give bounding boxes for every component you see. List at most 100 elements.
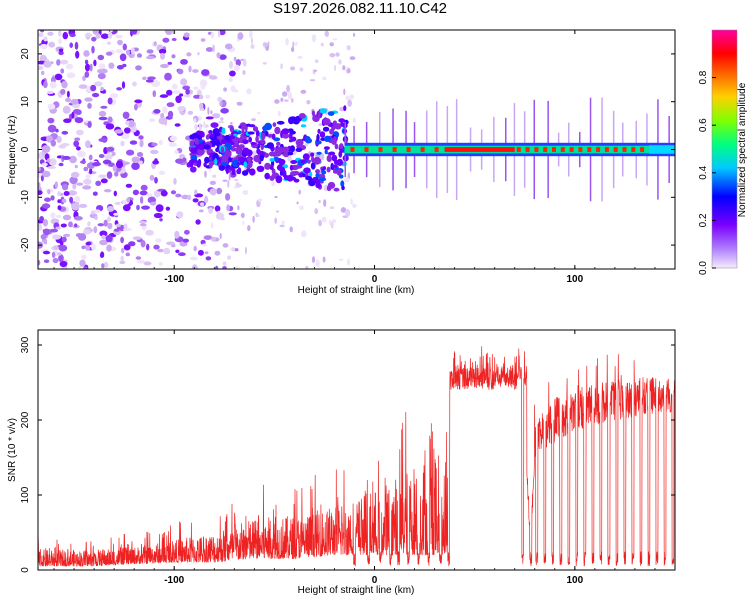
spectrogram-noise-blob: [95, 33, 101, 39]
spectrogram-band-blob: [260, 132, 266, 140]
spectrogram-noise-blob: [223, 87, 228, 92]
spectrogram-noise-blob: [340, 207, 347, 213]
spectrogram-noise-blob: [153, 244, 160, 250]
spectrogram-noise-blob: [150, 149, 159, 155]
spectrogram-noise-blob: [242, 220, 245, 226]
spectrogram-noise-blob: [349, 94, 355, 100]
spectrogram-noise-blob: [105, 234, 113, 243]
spectrogram-band-blob: [312, 177, 317, 181]
spectrogram-noise-blob: [152, 90, 157, 98]
spectrogram-noise-blob: [116, 87, 122, 91]
spectrogram-band-blob: [250, 141, 257, 146]
spectrogram-noise-blob: [74, 223, 78, 228]
spectrogram-band-blob: [343, 105, 347, 112]
spectrogram-noise-blob: [106, 216, 111, 222]
spectrogram-noise-blob: [38, 259, 41, 266]
colorbar-tick-label: 0.6: [698, 118, 709, 132]
spectrogram-noise-blob: [195, 219, 201, 225]
spectrogram-noise-blob: [345, 209, 351, 217]
spectrogram-noise-blob: [38, 190, 43, 195]
spectrogram-noise-blob: [176, 211, 184, 219]
spectrogram-noise-blob: [153, 41, 157, 47]
spectrogram-band-blob: [336, 158, 344, 166]
snr-ytick-label: 0: [20, 567, 31, 573]
spectrogram-noise-blob: [107, 31, 113, 39]
spectrogram-noise-blob: [74, 137, 81, 141]
spectrogram-noise-blob: [97, 69, 103, 74]
spectrogram-ytick-label: 10: [20, 96, 31, 108]
spectrogram-band-blob: [227, 151, 232, 157]
spectrogram-band-blob: [231, 168, 236, 176]
colorbar-tick-label: 0.8: [698, 70, 709, 84]
spectrogram-noise-blob: [40, 175, 44, 182]
spectrogram-noise-blob: [199, 94, 204, 100]
spectrogram-noise-blob: [220, 117, 224, 121]
spectrogram-noise-blob: [74, 164, 78, 169]
spectrogram-noise-blob: [58, 48, 64, 53]
spectrogram-noise-blob: [190, 256, 198, 261]
spectrogram-noise-blob: [78, 233, 87, 241]
spectrogram-noise-blob: [152, 160, 160, 165]
spectrogram-noise-blob: [106, 146, 115, 152]
spectrogram-noise-blob: [154, 177, 158, 184]
spectrogram-noise-blob: [70, 98, 79, 105]
spectrogram-noise-blob: [115, 223, 121, 228]
spectrogram-noise-blob: [56, 59, 61, 66]
spectrogram-noise-blob: [165, 206, 171, 211]
spectrogram-noise-blob: [116, 65, 124, 70]
spectrogram-noise-blob: [300, 89, 307, 94]
spectrogram-noise-blob: [210, 222, 214, 229]
spectrogram-peak-segment: [534, 147, 539, 152]
spectrogram-band-blob: [334, 143, 339, 150]
spectrogram-band-blob: [192, 133, 199, 139]
colorbar-tick-label: 0.0: [698, 261, 709, 275]
spectrogram-noise-blob: [334, 64, 337, 72]
spectrogram-noise-blob: [101, 263, 105, 269]
spectrogram-peak-segment: [406, 147, 411, 152]
spectrogram-noise-blob: [39, 216, 44, 222]
spectrogram-noise-blob: [287, 155, 292, 162]
spectrogram-band-blob: [247, 131, 255, 135]
spectrogram-noise-blob: [68, 190, 77, 196]
spectrogram-noise-blob: [204, 195, 209, 204]
spectrogram-band-blob: [298, 113, 306, 119]
spectrogram-noise-blob: [83, 266, 88, 269]
spectrogram-band-blob: [311, 110, 316, 116]
spectrogram-noise-blob: [236, 184, 242, 188]
spectrogram-noise-blob: [296, 201, 299, 205]
spectrogram-noise-blob: [90, 84, 97, 92]
spectrogram-noise-blob: [246, 88, 252, 95]
spectrogram-noise-blob: [168, 142, 177, 147]
spectrogram-band-blob: [289, 130, 296, 135]
spectrogram-noise-blob: [329, 42, 335, 47]
spectrogram-band-blob: [287, 151, 294, 156]
spectrogram-noise-blob: [41, 203, 51, 209]
spectrogram-band-blob: [298, 174, 304, 178]
spectrogram-band-blob: [329, 128, 335, 135]
spectrogram-noise-blob: [57, 252, 62, 256]
spectrogram-noise-blob: [83, 166, 89, 172]
spectrogram-noise-blob: [66, 72, 76, 79]
spectrogram-noise-blob: [81, 254, 87, 260]
spectrogram-noise-blob: [346, 258, 351, 266]
spectrogram-noise-blob: [40, 234, 47, 240]
spectrogram-band-blob: [282, 132, 290, 139]
spectrogram-xtick-label: 100: [566, 274, 583, 285]
spectrogram-noise-blob: [177, 105, 186, 112]
spectrogram-noise-blob: [210, 110, 213, 115]
spectrogram-noise-blob: [131, 156, 141, 163]
spectrogram-noise-blob: [299, 205, 304, 211]
spectrogram-band-blob: [273, 156, 279, 162]
spectrogram-noise-blob: [250, 37, 253, 45]
spectrogram-band-blob: [339, 149, 345, 153]
spectrogram-band-blob: [333, 187, 340, 192]
spectrogram-band-blob: [266, 143, 272, 148]
spectrogram-noise-blob: [48, 158, 57, 166]
spectrogram-noise-blob: [297, 55, 303, 59]
spectrogram-noise-blob: [306, 100, 311, 105]
spectrogram-noise-blob: [40, 43, 48, 50]
spectrogram-noise-blob: [224, 43, 233, 50]
spectrogram-noise-blob: [277, 110, 281, 117]
spectrogram-noise-blob: [57, 199, 62, 204]
spectrogram-band-blob: [315, 140, 322, 145]
